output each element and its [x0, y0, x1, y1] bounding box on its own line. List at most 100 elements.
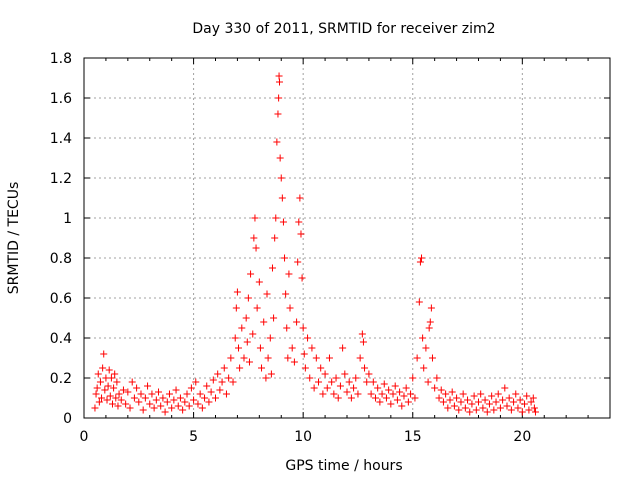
data-point	[516, 396, 524, 404]
data-point	[483, 408, 491, 416]
data-point	[400, 392, 408, 400]
data-point	[332, 374, 340, 382]
data-point	[347, 394, 355, 402]
data-point	[380, 380, 388, 388]
data-point	[427, 304, 435, 312]
data-point	[444, 404, 452, 412]
data-point	[464, 396, 472, 404]
data-point	[330, 390, 338, 398]
data-point	[352, 374, 360, 382]
data-point	[300, 350, 308, 358]
data-point	[174, 402, 182, 410]
data-point	[525, 406, 533, 414]
data-point	[103, 396, 111, 404]
data-point	[402, 384, 410, 392]
data-point	[152, 396, 160, 404]
data-point	[512, 390, 520, 398]
data-point	[481, 396, 489, 404]
data-point	[207, 388, 215, 396]
data-point	[245, 358, 253, 366]
data-point	[236, 364, 244, 372]
data-point	[275, 94, 283, 102]
data-point	[453, 394, 461, 402]
data-point	[350, 384, 358, 392]
y-tick-label: 1.4	[50, 131, 72, 147]
data-point	[115, 390, 123, 398]
y-tick-label: 1	[63, 211, 72, 227]
data-point	[448, 388, 456, 396]
data-point	[407, 390, 415, 398]
data-point	[148, 390, 156, 398]
x-axis-label: GPS time / hours	[285, 458, 402, 474]
x-tick-label: 10	[294, 429, 312, 445]
data-point	[157, 402, 165, 410]
data-point	[159, 394, 167, 402]
data-point	[282, 290, 290, 298]
data-point	[505, 394, 513, 402]
data-point	[290, 358, 298, 366]
data-point	[255, 278, 263, 286]
data-point	[95, 398, 103, 406]
data-point	[435, 394, 443, 402]
data-point	[295, 218, 303, 226]
data-point	[275, 78, 283, 86]
data-point	[336, 382, 344, 390]
y-tick-label: 1.2	[50, 171, 72, 187]
data-point	[284, 354, 292, 362]
data-point	[424, 378, 432, 386]
data-point	[521, 400, 529, 408]
chart-title: Day 330 of 2011, SRMTID for receiver zim…	[192, 21, 495, 37]
data-point	[273, 138, 281, 146]
data-point	[244, 294, 252, 302]
data-point	[267, 370, 275, 378]
data-point	[146, 400, 154, 408]
data-point	[477, 390, 485, 398]
data-point	[263, 290, 271, 298]
data-point	[321, 370, 329, 378]
data-point	[114, 402, 122, 410]
y-tick-label: 0	[63, 411, 72, 427]
data-point	[274, 110, 282, 118]
data-point	[183, 390, 191, 398]
data-point	[479, 404, 487, 412]
data-point	[527, 398, 535, 406]
data-point	[179, 406, 187, 414]
data-point	[249, 330, 257, 338]
data-point	[260, 318, 268, 326]
data-point	[104, 382, 112, 390]
data-point	[194, 400, 202, 408]
data-point	[382, 394, 390, 402]
data-point	[163, 398, 171, 406]
data-point	[165, 390, 173, 398]
data-point	[216, 386, 224, 394]
data-point	[419, 334, 427, 342]
data-point	[343, 388, 351, 396]
data-point	[225, 374, 233, 382]
data-point	[198, 404, 206, 412]
data-point	[281, 254, 289, 262]
data-point	[141, 394, 149, 402]
data-point	[507, 406, 515, 414]
data-point	[122, 400, 130, 408]
y-tick-label: 0.2	[50, 371, 72, 387]
data-point	[253, 304, 261, 312]
data-point	[339, 344, 347, 352]
x-tick-label: 0	[80, 429, 89, 445]
x-tick-label: 20	[513, 429, 531, 445]
data-point	[356, 354, 364, 362]
data-point	[323, 384, 331, 392]
data-point	[363, 378, 371, 386]
data-point	[93, 384, 101, 392]
data-point	[96, 378, 104, 386]
data-point	[168, 404, 176, 412]
y-tick-label: 0.6	[50, 291, 72, 307]
data-point	[461, 404, 469, 412]
data-point	[503, 402, 511, 410]
data-point	[185, 402, 193, 410]
data-point	[161, 408, 169, 416]
data-point	[404, 398, 412, 406]
data-point	[470, 392, 478, 400]
data-point	[247, 270, 255, 278]
data-point	[391, 382, 399, 390]
